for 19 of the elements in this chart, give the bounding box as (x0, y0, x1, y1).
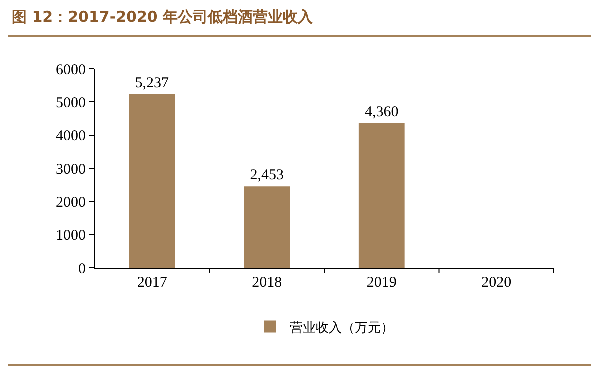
y-tick-label: 2000 (56, 194, 86, 211)
chart-title: 图 12：2017-2020 年公司低档酒营业收入 (12, 8, 314, 27)
bar (358, 123, 405, 268)
data-label: 4,360 (365, 104, 399, 120)
y-tick-label: 4000 (56, 128, 86, 145)
y-tick-label: 0 (78, 261, 86, 278)
y-tick-label: 6000 (56, 62, 86, 78)
y-tick-label: 5000 (56, 95, 86, 112)
data-label: 5,237 (135, 75, 170, 92)
bar (244, 186, 290, 268)
y-tick-label: 3000 (56, 162, 86, 178)
x-tick-label: 2017 (137, 275, 168, 291)
x-tick-label: 2020 (482, 275, 512, 291)
x-tick-label: 2019 (366, 275, 397, 291)
x-tick-label: 2018 (252, 275, 282, 291)
y-tick-label: 1000 (56, 228, 86, 244)
bar (129, 94, 176, 268)
legend-label: 营业收入（万元） (290, 320, 394, 336)
data-label: 2,453 (250, 168, 284, 184)
